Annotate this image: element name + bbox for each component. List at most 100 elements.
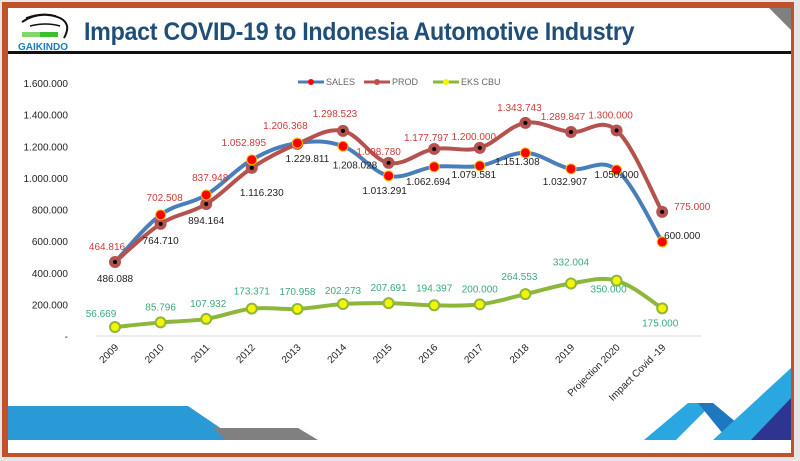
data-label-red: 1.289.847 <box>541 112 586 123</box>
cbu-marker <box>200 312 213 325</box>
data-label-green: 200.000 <box>462 284 499 295</box>
data-label-red: 1.177.797 <box>404 133 449 144</box>
cbu-marker <box>382 297 395 310</box>
line-chart: - 200.000 400.000 600.000 800.000 1.000.000 1.… <box>24 77 711 404</box>
data-label-red: 1.298.523 <box>313 109 358 120</box>
cbu-marker <box>610 274 623 287</box>
legend-label: EKS CBU <box>461 77 501 87</box>
legend-marker <box>443 79 449 85</box>
data-label-green: 207.691 <box>371 283 408 294</box>
data-label-black: 1.208.028 <box>333 160 378 171</box>
data-label-red: 1.206.368 <box>263 121 308 132</box>
sales-marker <box>565 163 577 175</box>
corner-decoration <box>769 8 791 30</box>
data-label-black: 600.000 <box>664 231 701 242</box>
prod-marker-center <box>158 221 163 226</box>
y-tick-label: 600.000 <box>32 237 69 248</box>
prod-marker-center <box>113 259 117 264</box>
data-label-black: 1.079.581 <box>452 170 497 181</box>
prod-marker-center <box>386 160 391 165</box>
page-title: Impact COVID-19 to Indonesia Automotive … <box>84 18 635 46</box>
header: GAIKINDO Impact COVID-19 to Indonesia Au… <box>8 8 791 53</box>
data-label-green: 264.553 <box>501 272 538 283</box>
data-label-green: 175.000 <box>642 318 679 329</box>
data-label-black: 1.116.230 <box>240 188 284 199</box>
sales-marker <box>155 209 167 221</box>
data-label-black: 1.013.291 <box>362 186 407 197</box>
sales-marker <box>428 161 440 173</box>
data-label-green: 173.371 <box>234 287 271 298</box>
sales-marker <box>200 189 212 201</box>
y-tick-label: 1.400.000 <box>24 111 69 122</box>
prod-marker-center <box>341 128 345 133</box>
sales-marker <box>519 147 531 159</box>
sales-marker <box>383 170 395 182</box>
data-label-black: 1.032.907 <box>543 177 588 188</box>
logo-text: GAIKINDO <box>18 42 68 53</box>
data-label-black: 1.151.308 <box>495 157 540 168</box>
legend-label: SALES <box>326 77 355 87</box>
data-label-green: 56.669 <box>86 309 117 320</box>
sales-marker <box>291 137 303 149</box>
data-label-green: 332.004 <box>553 258 590 269</box>
legend-label: PROD <box>392 77 419 87</box>
data-label-black: 1.062.694 <box>406 177 451 188</box>
data-label-black: 764.710 <box>143 236 180 247</box>
cbu-marker <box>656 302 669 315</box>
sales-marker <box>656 236 668 248</box>
cbu-marker <box>428 299 441 312</box>
cbu-marker <box>337 298 349 311</box>
y-tick-label: 1.200.000 <box>24 142 69 153</box>
y-tick-label: 800.000 <box>32 206 69 217</box>
data-label-green: 202.273 <box>325 286 362 297</box>
gaikindo-logo-icon <box>21 13 69 39</box>
cbu-marker <box>245 302 258 315</box>
data-label-green: 107.932 <box>190 299 227 310</box>
data-label-green: 194.397 <box>416 283 453 294</box>
header-divider <box>8 51 791 54</box>
data-label-red: 1.098.780 <box>356 147 401 158</box>
y-tick-label: 200.000 <box>32 300 69 311</box>
cbu-marker <box>154 316 167 329</box>
cbu-marker <box>565 277 577 290</box>
data-label-red: 1.200.000 <box>452 132 497 143</box>
y-tick-label: 1.600.000 <box>24 79 69 90</box>
sales-marker <box>611 164 623 176</box>
prod-marker-center <box>614 128 619 133</box>
sales-marker <box>474 160 486 172</box>
slide-border: GAIKINDO Impact COVID-19 to Indonesia Au… <box>2 2 794 457</box>
data-label-green: 85.796 <box>145 302 176 313</box>
legend-marker <box>374 79 380 85</box>
data-label-red: 837.948 <box>192 173 229 184</box>
data-label-red: 1.052.895 <box>222 138 267 149</box>
data-label-green: 350.000 <box>591 285 628 296</box>
data-label-black: 486.088 <box>97 274 134 285</box>
prod-marker-center <box>204 201 209 206</box>
data-label-green: 170.958 <box>279 287 316 298</box>
data-label-red: 702.508 <box>147 193 184 204</box>
y-tick-label: 400.000 <box>32 269 69 280</box>
slide: GAIKINDO Impact COVID-19 to Indonesia Au… <box>8 8 791 453</box>
data-label-red: 1.343.743 <box>497 103 542 114</box>
prod-marker-center <box>432 146 437 151</box>
cbu-marker <box>473 298 486 311</box>
prod-marker-center <box>660 209 665 214</box>
data-label-black: 1.229.811 <box>286 154 330 165</box>
data-label-red: 775.000 <box>674 202 711 213</box>
legend-marker <box>308 79 314 85</box>
sales-marker <box>337 140 349 152</box>
cbu-marker <box>519 288 532 301</box>
y-tick-label: - <box>65 332 68 343</box>
prod-marker-center <box>523 120 528 125</box>
data-label-red: 464.816 <box>89 242 126 253</box>
y-tick-label: 1.000.000 <box>24 174 69 185</box>
prod-marker-center <box>477 145 482 150</box>
sales-marker <box>246 154 258 166</box>
prod-marker-center <box>569 130 573 135</box>
data-label-black: 1.050.000 <box>594 170 639 181</box>
prod-marker-center <box>249 165 254 170</box>
cbu-marker <box>109 321 121 334</box>
footer-decoration-left <box>8 368 791 440</box>
data-label-black: 894.164 <box>188 216 225 227</box>
cbu-marker <box>291 302 304 315</box>
